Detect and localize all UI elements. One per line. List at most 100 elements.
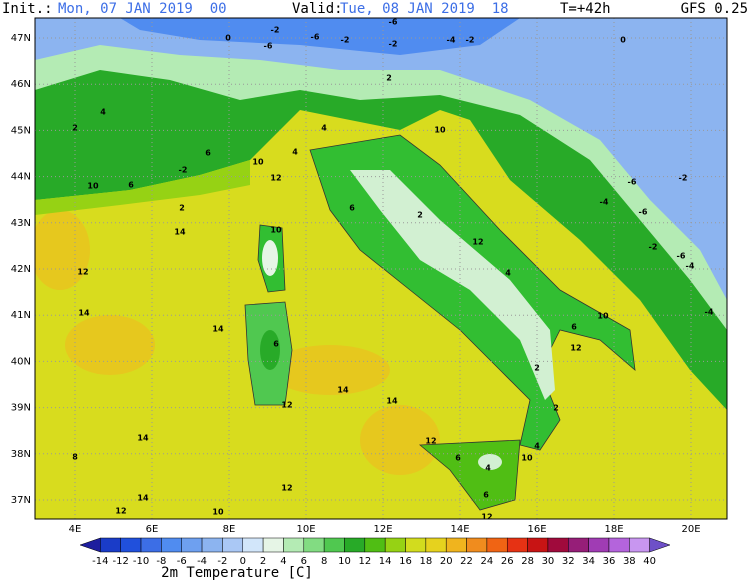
cold-zone: [120, 18, 520, 55]
lon-label: 6E: [146, 524, 159, 535]
lat-label: 43N: [11, 218, 31, 229]
colorbar-label: 32: [562, 556, 575, 567]
colorbar-label: 40: [643, 556, 656, 567]
colorbar-cell: [445, 537, 467, 553]
colorbar: -14 -12 -10 -8 -6 -4 -2 0 2 4 6 8 10 12 14 16 18 20 22 24 26…: [79, 537, 671, 567]
lon-label: 4E: [69, 524, 82, 535]
contour-label: 4: [292, 148, 298, 157]
contour-label: 12: [425, 437, 436, 446]
contour-label: 4: [100, 108, 106, 117]
contour-label: 12: [115, 507, 126, 516]
contour-label: -2: [649, 243, 658, 252]
lon-label: 8E: [223, 524, 236, 535]
contour-label: 14: [137, 434, 149, 443]
contour-label: 4: [321, 124, 327, 133]
colorbar-label: 22: [460, 556, 473, 567]
contour-label: -2: [179, 166, 188, 175]
contour-label: 10: [597, 312, 609, 321]
contour-label: 12: [281, 484, 292, 493]
contour-label: 6: [483, 491, 489, 500]
colorbar-label: 30: [542, 556, 555, 567]
contour-label: 10: [521, 454, 533, 463]
colorbar-label: 10: [338, 556, 351, 567]
colorbar-cell: [425, 537, 447, 553]
contour-label: 14: [386, 397, 398, 406]
coast-zone: [35, 160, 250, 215]
contour-label: -4: [600, 198, 609, 207]
contour-label: 6: [205, 149, 211, 158]
contour-label: 14: [137, 494, 149, 503]
cold-zone: [35, 18, 727, 300]
colorbar-cell: [364, 537, 386, 553]
colorbar-arrow: [649, 537, 671, 553]
colorbar-title: 2m Temperature [C]: [161, 565, 313, 580]
colorbar-label: -12: [113, 556, 129, 567]
apennines: [350, 170, 555, 400]
contour-label: 8: [72, 453, 78, 462]
lat-label: 38N: [11, 449, 31, 460]
colorbar-cell: [344, 537, 366, 553]
contour-label: 14: [174, 228, 186, 237]
contour-label: 12: [472, 238, 483, 247]
contour-label: 6: [349, 204, 355, 213]
colorbar-cell: [384, 537, 406, 553]
colorbar-label: -10: [133, 556, 149, 567]
colorbar-cell: [161, 537, 182, 553]
sardinia-highland: [260, 330, 280, 370]
contour-label: -6: [389, 18, 398, 27]
init-label: Init.:: [2, 1, 53, 17]
colorbar-cell: [486, 537, 508, 553]
colorbar-cell: [527, 537, 549, 553]
contour-label: 10: [87, 182, 99, 191]
colorbar-label: 20: [440, 556, 453, 567]
warm-patch: [270, 345, 390, 395]
colorbar-label: -6: [177, 556, 187, 567]
contour-label: 12: [270, 174, 281, 183]
contour-label: -2: [389, 40, 398, 49]
contour-label: 10: [212, 508, 224, 517]
colorbar-cell: [283, 537, 305, 553]
contour-label: 12: [77, 268, 88, 277]
contour-label: 2: [534, 364, 540, 373]
contour-label: 10: [270, 226, 282, 235]
corsica-mountains: [262, 240, 278, 276]
contour-label: 12: [481, 513, 492, 522]
colorbar-cell: [568, 537, 589, 553]
lat-label: 45N: [11, 125, 31, 136]
contour-label: 12: [570, 344, 581, 353]
colorbar-cell: [629, 537, 650, 553]
warm-patch: [65, 315, 155, 375]
contour-label: -2: [341, 36, 350, 45]
contour-label: -4: [705, 308, 714, 317]
grid: [35, 18, 727, 519]
colorbar-label: -8: [156, 556, 166, 567]
contour-label: 6: [273, 340, 279, 349]
contour-label: 2: [72, 124, 78, 133]
contour-label: 6: [128, 181, 134, 190]
contour-label: -4: [686, 262, 695, 271]
contour-label: 14: [78, 309, 90, 318]
contour-label: 4: [505, 269, 511, 278]
colorbar-cell: [181, 537, 203, 553]
colorbar-cell: [323, 537, 345, 553]
lon-label: 20E: [681, 524, 700, 535]
lat-label: 40N: [11, 356, 31, 367]
lat-label: 42N: [11, 264, 31, 275]
lon-label: 16E: [527, 524, 546, 535]
lat-label: 44N: [11, 172, 31, 183]
lat-label: 41N: [11, 310, 31, 321]
lon-label: 10E: [296, 524, 315, 535]
colorbar-label: 0: [240, 556, 246, 567]
colorbar-cell: [262, 537, 284, 553]
contour-label: 6: [571, 323, 577, 332]
contour-label: 0: [620, 36, 626, 45]
contour-label: -6: [311, 33, 320, 42]
colorbar-cell: [588, 537, 610, 553]
valid-time: Tue, 08 JAN 2019 18: [340, 1, 509, 17]
contour-label: 12: [281, 401, 292, 410]
etna: [478, 454, 502, 470]
contour-label: 2: [553, 404, 559, 413]
contour-label: -2: [679, 174, 688, 183]
contour-label: 4: [485, 464, 491, 473]
